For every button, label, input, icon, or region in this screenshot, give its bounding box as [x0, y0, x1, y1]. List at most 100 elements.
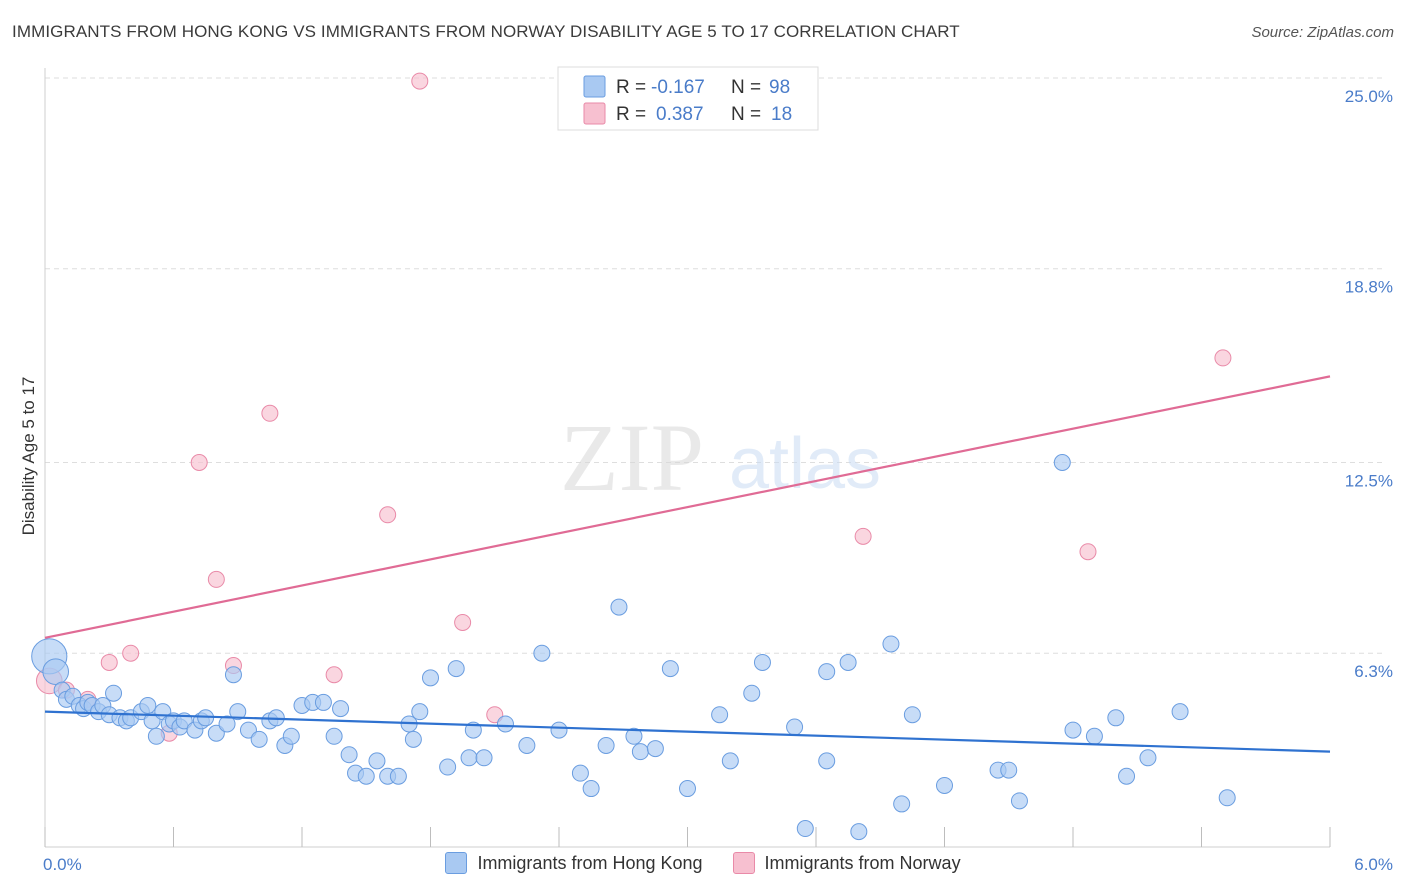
hongkong-point-80 [850, 823, 868, 841]
hongkong-point-40 [314, 693, 332, 711]
hongkong-point-45 [357, 767, 375, 785]
hongkong-point-17 [139, 697, 157, 715]
legend-label-norway: Immigrants from Norway [764, 852, 961, 873]
hongkong-point-79 [839, 653, 857, 671]
hongkong-point-61 [550, 721, 568, 739]
hongkong-points [31, 454, 1236, 841]
hongkong-point-1 [42, 658, 70, 685]
legend-n-label-hk: N = [731, 77, 761, 98]
hongkong-point-33 [250, 730, 268, 748]
chart-title: IMMIGRANTS FROM HONG KONG VS IMMIGRANTS … [12, 22, 960, 41]
hongkong-point-41 [325, 727, 343, 745]
hongkong-point-68 [646, 740, 664, 758]
norway-point-14 [486, 706, 504, 724]
hongkong-point-89 [1064, 721, 1082, 739]
hongkong-point-92 [1118, 767, 1136, 785]
hongkong-point-31 [229, 703, 247, 721]
hongkong-point-81 [882, 635, 900, 653]
norway-point-4 [122, 644, 140, 662]
norway-point-13 [454, 613, 472, 631]
norway-point-7 [207, 570, 225, 588]
axes [44, 68, 1331, 848]
hongkong-point-32 [239, 721, 257, 739]
y-tick-label-2: 18.8% [1345, 278, 1393, 297]
hongkong-point-50 [404, 730, 422, 748]
x-tick-label-1: 6.0% [1354, 855, 1393, 874]
legend-r-label-hk: R = [616, 77, 646, 98]
hongkong-point-30 [224, 666, 242, 684]
norway-point-11 [379, 506, 397, 524]
hongkong-point-63 [582, 780, 600, 798]
hongkong-point-87 [1010, 792, 1028, 810]
norway-point-9 [261, 404, 279, 422]
hongkong-point-93 [1139, 749, 1157, 767]
watermark-zip: ZIP [560, 404, 704, 511]
legend-label-hongkong: Immigrants from Hong Kong [477, 852, 703, 873]
legend-n-label-no: N = [731, 104, 761, 125]
hongkong-point-70 [679, 780, 696, 798]
grid-lines [45, 77, 1385, 654]
legend-r-label-no: R = [616, 104, 646, 125]
hongkong-point-29 [218, 715, 236, 733]
hongkong-point-65 [610, 598, 628, 616]
y-tick-label-3: 25.0% [1345, 87, 1393, 106]
hongkong-point-58 [496, 715, 514, 733]
hongkong-point-53 [439, 758, 457, 776]
hongkong-point-48 [389, 767, 407, 785]
hongkong-point-52 [422, 669, 439, 687]
watermark-atlas: atlas [729, 424, 881, 504]
hongkong-point-77 [818, 663, 836, 681]
hongkong-point-18 [143, 712, 161, 730]
hongkong-point-55 [460, 749, 478, 767]
hongkong-point-75 [786, 718, 804, 736]
norway-point-10 [325, 666, 343, 684]
norway-point-3 [100, 653, 118, 671]
hongkong-point-67 [631, 743, 649, 761]
hongkong-point-83 [903, 706, 921, 724]
hongkong-point-71 [711, 706, 729, 724]
hongkong-point-37 [282, 727, 300, 745]
legend-swatch-no [583, 102, 606, 125]
hongkong-point-95 [1218, 789, 1236, 807]
hongkong-point-19 [147, 727, 165, 745]
legend-r-value-hk: -0.167 [651, 77, 705, 98]
trend-lines [44, 375, 1331, 753]
norway-point-6 [190, 454, 208, 471]
watermark: ZIP atlas [560, 404, 881, 511]
hongkong-point-60 [533, 644, 551, 662]
hongkong-point-43 [340, 746, 358, 764]
legend-r-value-no: 0.387 [656, 104, 704, 125]
hongkong-point-94 [1171, 703, 1189, 721]
legend-swatch-norway [732, 852, 755, 874]
hongkong-point-76 [796, 820, 814, 838]
legend-item-no: Immigrants from Norway [732, 852, 961, 874]
norway-point-12 [411, 72, 429, 90]
hongkong-point-86 [1000, 761, 1018, 779]
hongkong-point-91 [1107, 709, 1125, 727]
hongkong-point-69 [661, 660, 679, 678]
hongkong-point-88 [1053, 454, 1071, 471]
hongkong-point-84 [936, 776, 953, 794]
legend-n-value-no: 18 [771, 104, 792, 125]
x-tick-labels: 0.0% 6.0% [43, 855, 1393, 874]
legend-swatch-hk [583, 75, 606, 98]
legend-swatch-hongkong [445, 852, 468, 874]
hongkong-point-78 [818, 752, 836, 770]
correlation-legend: R = -0.167 N = 98 R = 0.387 N = 18 [557, 66, 819, 131]
hongkong-point-12 [105, 684, 123, 702]
y-tick-label-0: 6.3% [1354, 662, 1393, 681]
hongkong-point-73 [743, 684, 761, 702]
hongkong-point-74 [753, 653, 771, 671]
hongkong-point-82 [893, 795, 911, 813]
norway-trend-line [44, 375, 1331, 639]
hongkong-point-59 [518, 736, 536, 754]
norway-points [35, 72, 1232, 742]
hongkong-point-42 [332, 700, 350, 718]
hongkong-point-72 [721, 752, 739, 770]
source-credit: Source: ZipAtlas.com [1251, 24, 1394, 41]
y-tick-labels: 6.3% 12.5% 18.8% 25.0% [1345, 87, 1393, 681]
hongkong-point-28 [207, 724, 225, 742]
legend-n-value-hk: 98 [769, 77, 790, 98]
series-legend: Immigrants from Hong Kong Immigrants fro… [0, 852, 1406, 874]
